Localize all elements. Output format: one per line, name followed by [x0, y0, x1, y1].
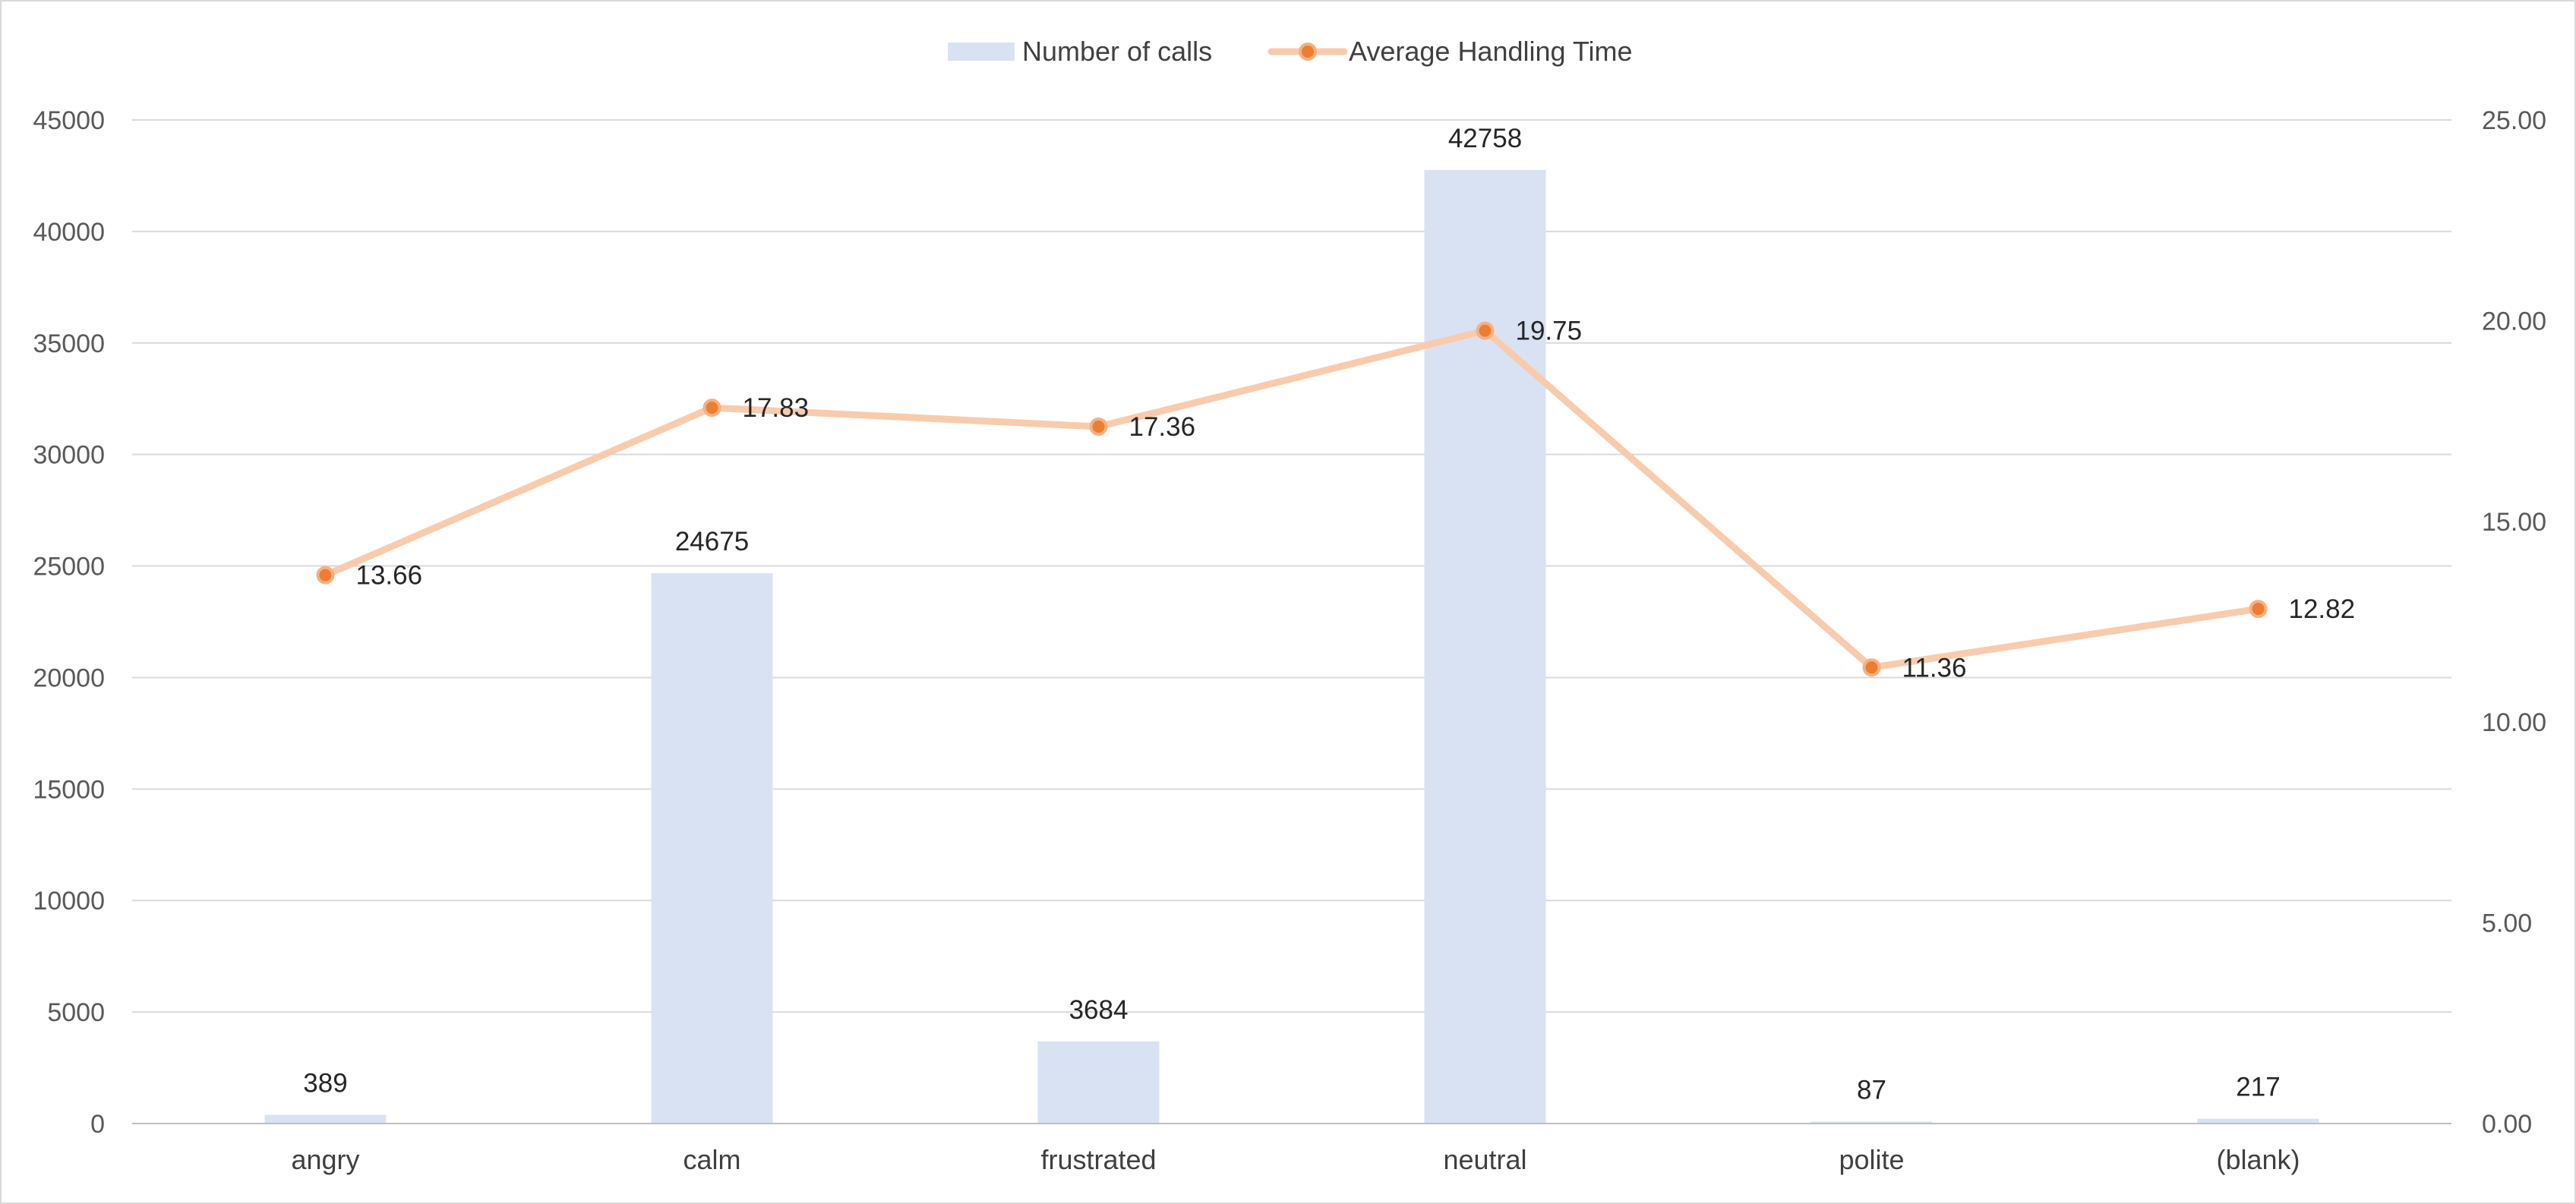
line-marker	[1476, 321, 1495, 340]
x-category-label: neutral	[1443, 1144, 1526, 1175]
line-value-label: 17.36	[1129, 412, 1196, 442]
line-marker	[316, 566, 335, 585]
y-left-tick-label: 15000	[33, 775, 105, 804]
line-series	[316, 321, 2268, 677]
legend-label-line: Average Handling Time	[1349, 36, 1633, 67]
y-left-tick-label: 5000	[47, 998, 105, 1027]
y-right-tick-label: 10.00	[2482, 708, 2546, 737]
legend-swatch-bar	[948, 43, 1015, 61]
x-category-label: (blank)	[2216, 1144, 2300, 1175]
bar-value-label: 87	[1857, 1075, 1886, 1105]
x-category-label: calm	[683, 1144, 740, 1175]
line-marker	[702, 399, 721, 418]
y-left-tick-label: 40000	[33, 218, 105, 247]
legend-marker-line	[1299, 43, 1317, 61]
bar	[1810, 1121, 1933, 1124]
y-left-tick-label: 30000	[33, 441, 105, 470]
line-value-label: 17.83	[743, 393, 810, 423]
bar-value-label: 3684	[1069, 995, 1129, 1025]
y-left-tick-label: 10000	[33, 887, 105, 916]
x-category-label: polite	[1839, 1144, 1904, 1175]
bar	[651, 573, 773, 1124]
bar-value-label: 42758	[1448, 124, 1522, 153]
bar-value-label: 24675	[675, 527, 749, 556]
legend: Number of calls Average Handling Time	[948, 36, 1633, 67]
bar-value-label: 389	[303, 1069, 347, 1098]
bar	[1424, 169, 1546, 1124]
line-value-label: 19.75	[1516, 317, 1583, 346]
y-right-tick-label: 25.00	[2482, 106, 2546, 135]
gridlines	[132, 119, 2451, 1124]
x-category-label: frustrated	[1040, 1144, 1156, 1175]
y-right-tick-label: 5.00	[2482, 909, 2532, 938]
y-left-tick-label: 25000	[33, 553, 105, 582]
y-left-tick-label: 20000	[33, 663, 105, 692]
bar-value-label: 217	[2236, 1073, 2280, 1102]
y-right-tick-label: 15.00	[2482, 508, 2546, 537]
line-value-label: 12.82	[2289, 594, 2356, 624]
y-right-tick-label: 0.00	[2482, 1110, 2532, 1139]
line-marker	[1089, 418, 1108, 437]
bar	[264, 1114, 387, 1124]
line-marker	[2249, 600, 2268, 619]
axes: 0 5000 10000 15000 20000 25000 30000 35000 40000…	[33, 106, 2546, 1175]
y-left-tick-label: 45000	[33, 106, 105, 135]
y-left-tick-label: 0	[90, 1110, 105, 1139]
line-value-label: 11.36	[1902, 653, 1967, 682]
x-category-label: angry	[291, 1144, 359, 1175]
line-marker	[1862, 658, 1881, 677]
y-left-tick-label: 35000	[33, 329, 105, 358]
bar	[2197, 1118, 2319, 1124]
line-path	[322, 327, 2262, 671]
data-labels: 389 24675 3684 42758 87 217 13.66 17.83 17.36 19.…	[303, 124, 2355, 1105]
bar	[1037, 1041, 1160, 1124]
line-value-label: 13.66	[356, 561, 423, 591]
legend-label-bar: Number of calls	[1022, 36, 1212, 67]
y-right-tick-label: 20.00	[2482, 307, 2546, 336]
